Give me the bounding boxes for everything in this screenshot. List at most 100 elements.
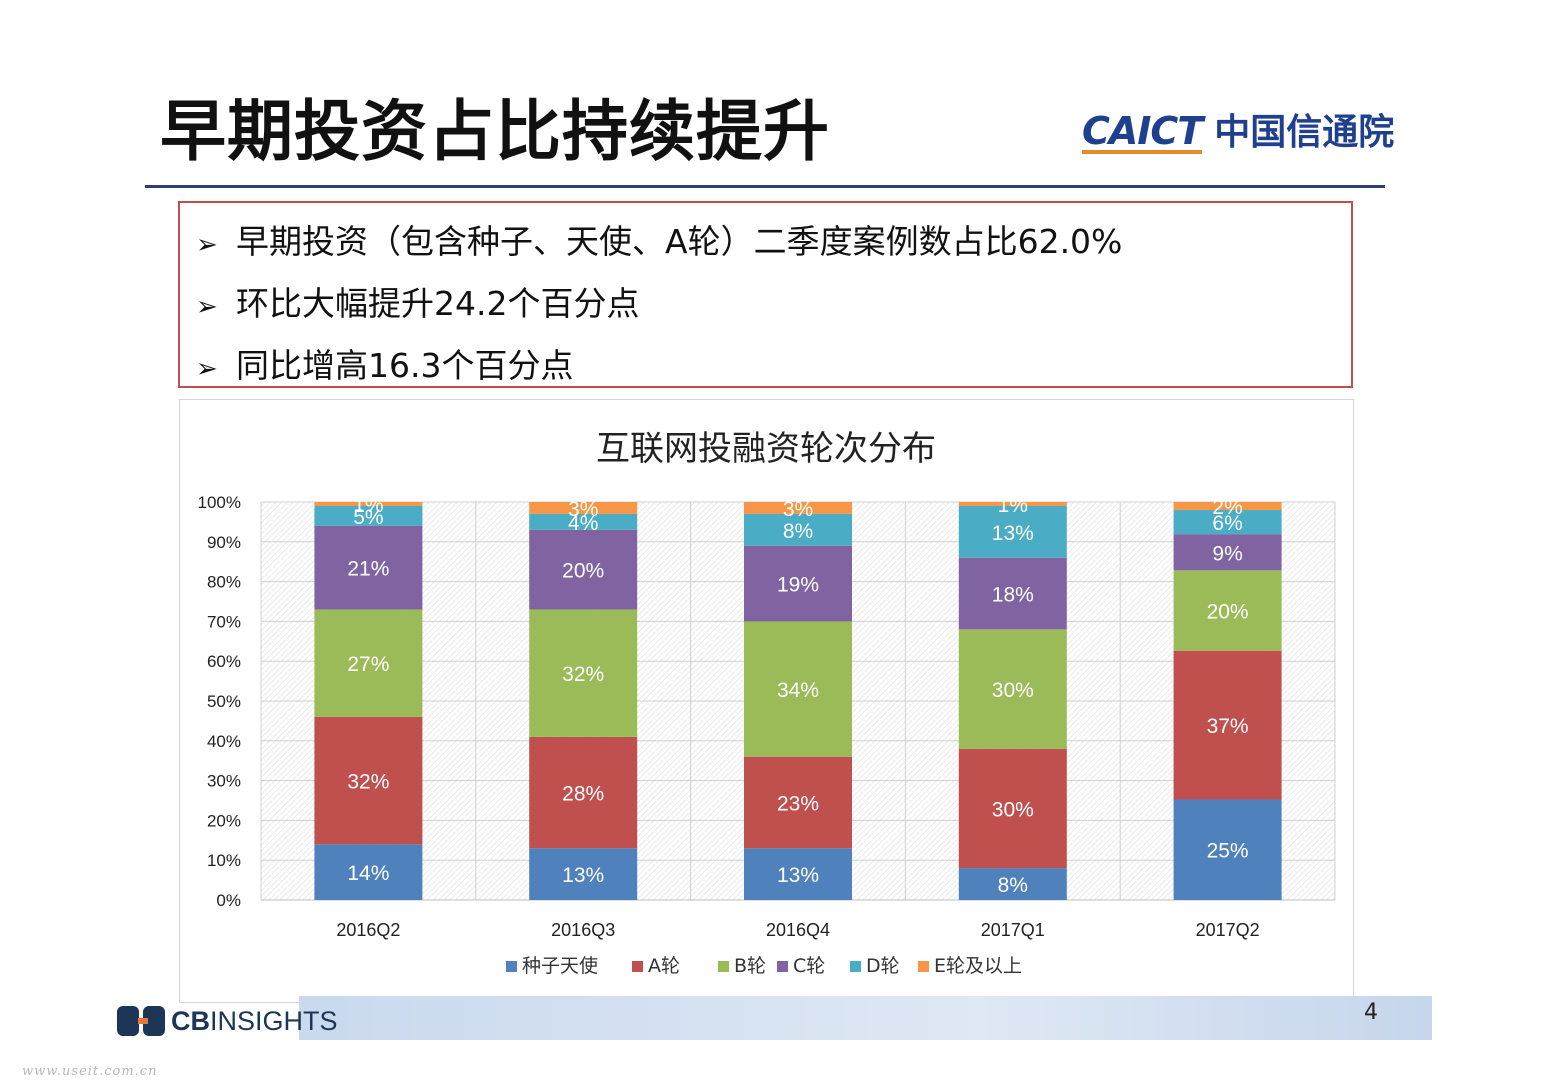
legend-swatch <box>777 961 788 972</box>
data-label: 19% <box>777 574 819 597</box>
x-tick-label: 2017Q1 <box>981 920 1045 940</box>
data-label: 8% <box>998 874 1028 897</box>
legend-label: 种子天使 <box>522 955 598 977</box>
bar-segment <box>958 868 1067 900</box>
bar-segment <box>744 621 852 757</box>
chart-title: 互联网投融资轮次分布 <box>596 429 936 469</box>
bar-segment <box>529 529 638 610</box>
x-tick-label: 2017Q2 <box>1196 920 1260 940</box>
data-label: 27% <box>347 653 389 676</box>
data-label: 25% <box>1207 840 1249 863</box>
bar-segment <box>314 502 423 506</box>
data-label: 20% <box>562 560 604 583</box>
bullet-text: 环比大幅提升24.2个百分点 <box>236 284 640 323</box>
data-label: 1% <box>998 494 1028 517</box>
bar-segment <box>958 557 1067 630</box>
data-label: 3% <box>568 498 598 521</box>
data-label: 18% <box>992 584 1034 607</box>
legend-swatch <box>632 961 643 972</box>
footer-band <box>299 996 1432 1040</box>
data-label: 28% <box>562 783 604 806</box>
bar-segment <box>958 502 1067 506</box>
bar-segment <box>744 513 852 546</box>
cb-insights-mark-icon <box>117 1004 167 1038</box>
y-tick-label: 50% <box>207 692 241 711</box>
bar-segment <box>314 609 423 717</box>
legend-swatch <box>850 961 861 972</box>
page-title: 早期投资占比持续提升 <box>160 93 830 170</box>
data-label: 30% <box>992 679 1034 702</box>
bar-segment <box>958 629 1067 749</box>
data-label: 37% <box>1207 715 1249 738</box>
y-tick-label: 90% <box>207 533 241 552</box>
y-tick-label: 20% <box>207 811 241 830</box>
legend-label: A轮 <box>648 955 680 977</box>
bar-segment <box>529 736 638 849</box>
page-number: 4 <box>1364 1000 1378 1025</box>
y-tick-label: 80% <box>207 573 241 592</box>
bar-segment <box>314 844 423 900</box>
data-label: 6% <box>1212 512 1242 535</box>
legend-swatch <box>506 961 517 972</box>
bar-segment <box>314 505 423 526</box>
data-label: 1% <box>353 494 383 517</box>
bullet-arrow-icon: ➢ <box>196 354 218 384</box>
data-label: 32% <box>347 771 389 794</box>
caict-logo-cn: 中国信通院 <box>1214 112 1395 153</box>
bar-segment <box>529 502 638 514</box>
stacked-bar-chart: 互联网投融资轮次分布 0% 10% 20% 30% 40% 50% 60% 70% 80% 90% 1… <box>198 429 1336 977</box>
data-label: 9% <box>1212 542 1242 565</box>
y-tick-label: 40% <box>207 732 241 751</box>
bullet-arrow-icon: ➢ <box>196 292 218 322</box>
bar-segment <box>1173 510 1282 535</box>
bar-segment <box>1173 570 1282 651</box>
bar-segment <box>314 525 423 610</box>
legend-label: C轮 <box>793 955 825 977</box>
data-label: 23% <box>777 792 819 815</box>
data-label: 30% <box>992 798 1034 821</box>
bar-segment <box>744 848 852 900</box>
data-label: 13% <box>562 864 604 887</box>
x-tick-label: 2016Q3 <box>551 920 615 940</box>
caict-logo: CAICT 中国信通院 <box>1082 112 1394 156</box>
bar-segment <box>1173 650 1282 800</box>
bar-segment <box>1173 799 1282 900</box>
data-label: 4% <box>568 512 598 535</box>
bar-segment <box>958 505 1067 558</box>
chart-frame: 互联网投融资轮次分布 0% 10% 20% 30% 40% 50% 60% 70% 80% 90% 1… <box>179 399 1354 1003</box>
bar-segment <box>1173 502 1282 511</box>
legend-swatch <box>918 961 929 972</box>
bar-segment <box>744 545 852 622</box>
bullet-text: 早期投资（包含种子、天使、A轮）二季度案例数占比62.0% <box>236 222 1123 261</box>
cb-insights-wordmark: CBINSIGHTS <box>171 1005 338 1036</box>
y-tick-label: 10% <box>207 851 241 870</box>
summary-box: ➢ 早期投资（包含种子、天使、A轮）二季度案例数占比62.0% ➢ 环比大幅提升24… <box>178 201 1353 388</box>
x-tick-label: 2016Q4 <box>766 920 830 940</box>
x-tick-label: 2016Q2 <box>336 920 400 940</box>
data-label: 32% <box>562 663 604 686</box>
legend-swatch <box>718 961 729 972</box>
bar-segment <box>529 848 638 900</box>
watermark: www.useit.com.cn <box>22 1064 158 1079</box>
bar-segment <box>744 502 852 514</box>
bar-segment <box>314 716 423 845</box>
data-label: 14% <box>347 862 389 885</box>
bullet-item: ➢ 同比增高16.3个百分点 <box>196 339 573 387</box>
bar-segment <box>744 756 852 849</box>
cb-insights-logo: CBINSIGHTS <box>117 1003 338 1039</box>
bar-segment <box>1173 534 1282 571</box>
data-label: 2% <box>1212 496 1242 519</box>
data-label: 5% <box>353 506 383 529</box>
bullet-item: ➢ 早期投资（包含种子、天使、A轮）二季度案例数占比62.0% <box>196 215 1122 263</box>
y-tick-label: 70% <box>207 612 241 631</box>
data-label: 13% <box>992 522 1034 545</box>
legend-label: B轮 <box>734 955 766 977</box>
bullet-text: 同比增高16.3个百分点 <box>236 346 574 385</box>
data-label: 3% <box>783 498 813 521</box>
legend-label: E轮及以上 <box>934 955 1022 977</box>
y-tick-label: 100% <box>198 493 241 512</box>
data-label: 8% <box>783 520 813 543</box>
bar-segment <box>529 513 638 530</box>
bullet-arrow-icon: ➢ <box>196 230 218 260</box>
bar-segment <box>958 748 1067 869</box>
